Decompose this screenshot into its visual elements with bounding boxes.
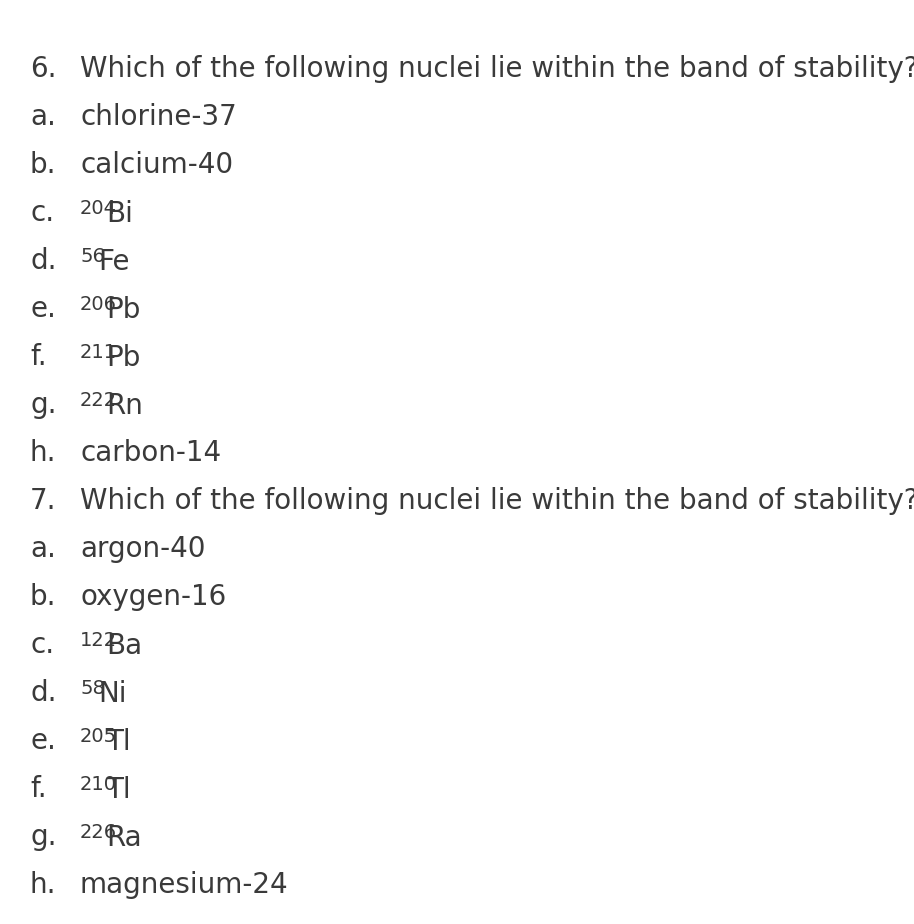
Text: a.: a. [30, 103, 56, 131]
Text: d.: d. [30, 679, 57, 707]
Text: argon-40: argon-40 [80, 535, 206, 563]
Text: 222: 222 [80, 391, 117, 410]
Text: Ba: Ba [107, 632, 143, 660]
Text: c.: c. [30, 631, 54, 659]
Text: 206: 206 [80, 295, 117, 314]
Text: f.: f. [30, 775, 47, 803]
Text: Ni: Ni [98, 680, 126, 708]
Text: Pb: Pb [107, 344, 141, 372]
Text: 6.: 6. [30, 55, 57, 83]
Text: e.: e. [30, 295, 56, 323]
Text: 210: 210 [80, 775, 117, 794]
Text: 58: 58 [80, 679, 105, 698]
Text: Which of the following nuclei lie within the band of stability?: Which of the following nuclei lie within… [80, 487, 914, 515]
Text: Pb: Pb [107, 296, 141, 324]
Text: calcium-40: calcium-40 [80, 151, 233, 179]
Text: 122: 122 [80, 631, 117, 650]
Text: 211: 211 [80, 343, 117, 362]
Text: e.: e. [30, 727, 56, 755]
Text: 226: 226 [80, 823, 117, 842]
Text: 7.: 7. [30, 487, 57, 515]
Text: Ra: Ra [107, 824, 142, 852]
Text: h.: h. [30, 871, 57, 899]
Text: g.: g. [30, 823, 57, 851]
Text: d.: d. [30, 247, 57, 275]
Text: a.: a. [30, 535, 56, 563]
Text: carbon-14: carbon-14 [80, 439, 221, 467]
Text: Tl: Tl [107, 776, 131, 804]
Text: Rn: Rn [107, 392, 143, 420]
Text: oxygen-16: oxygen-16 [80, 583, 227, 611]
Text: Fe: Fe [98, 248, 130, 276]
Text: 205: 205 [80, 727, 117, 746]
Text: chlorine-37: chlorine-37 [80, 103, 237, 131]
Text: b.: b. [30, 583, 57, 611]
Text: h.: h. [30, 439, 57, 467]
Text: b.: b. [30, 151, 57, 179]
Text: c.: c. [30, 199, 54, 227]
Text: g.: g. [30, 391, 57, 419]
Text: magnesium-24: magnesium-24 [80, 871, 289, 899]
Text: 56: 56 [80, 247, 105, 266]
Text: Which of the following nuclei lie within the band of stability?: Which of the following nuclei lie within… [80, 55, 914, 83]
Text: f.: f. [30, 343, 47, 371]
Text: Tl: Tl [107, 728, 131, 756]
Text: Bi: Bi [107, 200, 133, 228]
Text: 204: 204 [80, 199, 117, 218]
